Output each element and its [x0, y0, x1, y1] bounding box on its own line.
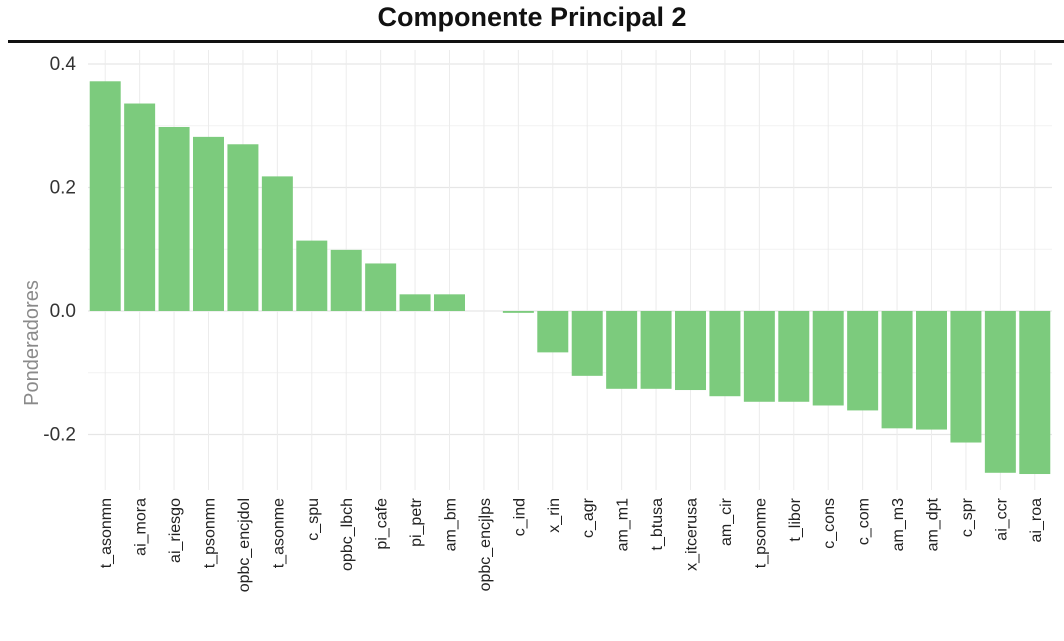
bar: [1019, 311, 1051, 475]
x-tick-label: c_spr: [959, 497, 976, 537]
y-axis-ticks: 0.4 0.2 0.0 -0.2: [43, 54, 76, 446]
x-tick-label: c_ind: [511, 498, 528, 536]
x-tick-label: c_spu: [305, 498, 322, 541]
bar: [124, 103, 156, 312]
x-tick-label: am_m3: [890, 498, 907, 551]
bar: [434, 294, 465, 311]
y-tick-label: 0.0: [50, 301, 76, 322]
bar: [984, 311, 1016, 473]
title-rule: [8, 40, 1064, 43]
x-tick-label: am_dpt: [925, 497, 942, 551]
bar: [399, 294, 431, 311]
bar: [847, 311, 879, 411]
bar: [193, 136, 224, 311]
x-tick-label: t_psonme: [752, 498, 769, 568]
x-tick-label: c_cons: [821, 498, 838, 549]
bar: [296, 240, 328, 311]
bar: [571, 311, 603, 376]
x-tick-label: ai_ccr: [993, 497, 1010, 540]
x-tick-label: opbc_lbch: [339, 498, 356, 571]
bar: [640, 311, 672, 389]
x-tick-label: am_bm: [443, 498, 460, 551]
bar: [89, 81, 121, 311]
x-tick-label: t_asonme: [270, 498, 287, 568]
bar: [227, 144, 259, 311]
bar: [743, 311, 775, 402]
x-tick-label: x_itcerusa: [684, 498, 701, 571]
x-tick-label: pi_petr: [408, 497, 425, 547]
x-tick-label: opbc_encjlps: [477, 498, 494, 591]
y-tick-label: 0.4: [50, 54, 77, 75]
x-tick-label: t_libor: [787, 497, 804, 541]
bar: [709, 311, 741, 397]
x-tick-label: t_asonmn: [98, 498, 115, 568]
bar: [365, 263, 397, 311]
x-tick-label: ai_roa: [1028, 498, 1045, 543]
bar: [330, 249, 362, 311]
x-tick-label: ai_riesgo: [167, 498, 184, 563]
bar: [502, 311, 534, 313]
bar: [778, 311, 810, 402]
x-tick-label: c_com: [856, 498, 873, 545]
bar: [606, 311, 638, 389]
x-tick-label: am_m1: [615, 498, 632, 551]
x-tick-label: x_rin: [546, 498, 563, 533]
x-tick-label: pi_cafe: [374, 498, 391, 550]
y-tick-label: -0.2: [43, 425, 76, 446]
bar: [950, 311, 982, 443]
bar: [158, 126, 190, 311]
bar: [812, 311, 844, 406]
x-tick-label: c_agr: [580, 497, 597, 538]
x-tick-label: opbc_encjdol: [236, 498, 253, 592]
chart-title: Componente Principal 2: [377, 2, 687, 32]
y-axis-label: Ponderadores: [21, 280, 43, 406]
x-tick-label: am_cir: [718, 497, 735, 546]
x-tick-label: t_psonmn: [202, 498, 219, 568]
bar: [261, 176, 293, 311]
bar: [675, 311, 706, 391]
x-axis-ticks: t_asonmn ai_mora ai_riesgo t_psonmn opbc_enc…: [98, 497, 1045, 592]
x-tick-label: ai_mora: [133, 498, 150, 556]
bar: [881, 311, 913, 429]
bar: [916, 311, 947, 430]
y-tick-label: 0.2: [50, 178, 76, 199]
bar: [537, 311, 569, 353]
bars: [89, 81, 1051, 475]
x-tick-label: t_btusa: [649, 498, 666, 551]
